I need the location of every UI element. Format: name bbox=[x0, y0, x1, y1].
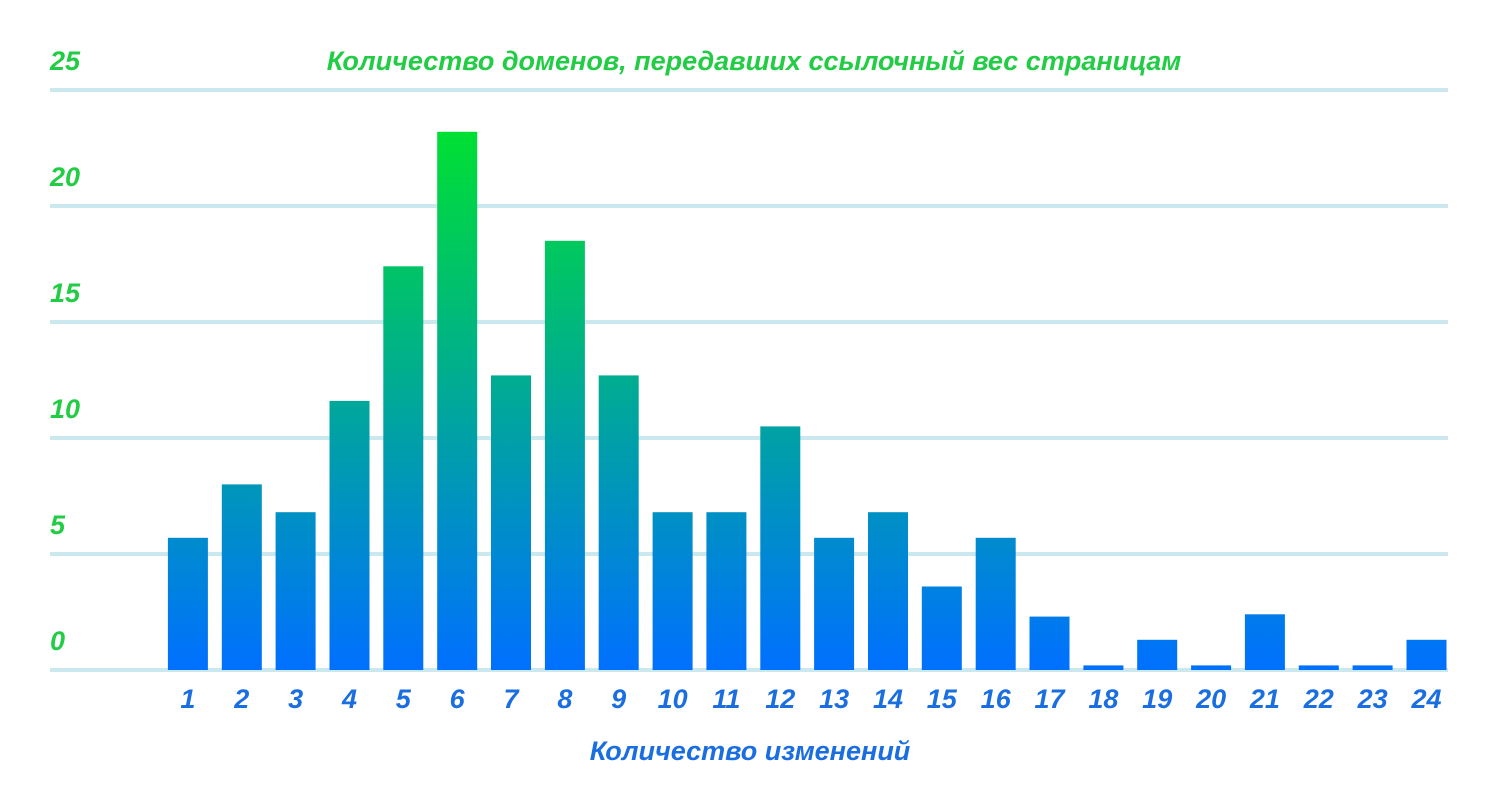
y-tick-label: 20 bbox=[49, 162, 80, 192]
x-tick-label: 23 bbox=[1357, 684, 1388, 714]
x-tick-label: 21 bbox=[1249, 684, 1280, 714]
bar-19 bbox=[1137, 639, 1178, 670]
x-tick-label: 12 bbox=[765, 684, 795, 714]
bar-16 bbox=[975, 537, 1016, 670]
x-tick-label: 11 bbox=[712, 684, 740, 714]
x-tick-label: 15 bbox=[927, 684, 958, 714]
bar-9 bbox=[598, 375, 639, 670]
bar-6 bbox=[437, 131, 478, 671]
x-tick-label: 4 bbox=[341, 684, 357, 714]
chart-title: Количество доменов, передавших ссылочный… bbox=[327, 46, 1181, 76]
x-tick-label: 10 bbox=[658, 684, 688, 714]
x-tick-label: 24 bbox=[1410, 684, 1441, 714]
bar-18 bbox=[1083, 665, 1124, 670]
x-tick-label: 13 bbox=[819, 684, 849, 714]
y-tick-label: 0 bbox=[50, 626, 65, 656]
bar-21 bbox=[1244, 614, 1285, 670]
bar-13 bbox=[814, 537, 855, 670]
bar-11 bbox=[706, 512, 747, 670]
y-tick-label: 5 bbox=[50, 510, 66, 540]
x-tick-label: 20 bbox=[1195, 684, 1226, 714]
bar-20 bbox=[1191, 665, 1232, 670]
bar-7 bbox=[491, 375, 531, 670]
x-tick-label: 3 bbox=[288, 684, 303, 714]
x-tick-label: 22 bbox=[1303, 684, 1334, 714]
x-axis-ticks: 1 2 3 4 5 6 7 8 9 10 11 12 13 14 15 16 17 18 19 20 21 22 23 24 bbox=[180, 684, 1441, 714]
x-tick-label: 19 bbox=[1142, 684, 1172, 714]
y-axis-ticks: 0 5 10 15 20 25 bbox=[49, 46, 81, 656]
x-axis-label: Количество изменений bbox=[590, 736, 911, 766]
x-tick-label: 7 bbox=[503, 684, 520, 714]
bars bbox=[167, 131, 1447, 671]
bar-3 bbox=[275, 512, 316, 670]
bar-5 bbox=[383, 266, 424, 670]
y-tick-label: 15 bbox=[50, 278, 81, 308]
x-tick-label: 9 bbox=[611, 684, 626, 714]
bar-4 bbox=[329, 400, 370, 670]
x-tick-label: 1 bbox=[180, 684, 195, 714]
x-tick-label: 18 bbox=[1088, 684, 1118, 714]
x-tick-label: 6 bbox=[450, 684, 466, 714]
y-tick-label: 25 bbox=[49, 46, 81, 76]
x-tick-label: 17 bbox=[1034, 684, 1066, 714]
x-tick-label: 14 bbox=[873, 684, 903, 714]
y-tick-label: 10 bbox=[50, 394, 80, 424]
x-tick-label: 8 bbox=[557, 684, 572, 714]
bar-24 bbox=[1406, 639, 1447, 670]
bar-10 bbox=[652, 512, 693, 670]
x-tick-label: 5 bbox=[396, 684, 412, 714]
x-tick-label: 2 bbox=[233, 684, 249, 714]
bar-8 bbox=[544, 240, 585, 671]
bar-1 bbox=[167, 537, 208, 670]
x-tick-label: 16 bbox=[981, 684, 1012, 714]
bar-12 bbox=[760, 426, 801, 670]
bar-17 bbox=[1029, 616, 1070, 670]
bar-2 bbox=[221, 484, 262, 670]
bar-14 bbox=[868, 512, 908, 670]
bar-23 bbox=[1352, 665, 1393, 670]
bar-15 bbox=[921, 586, 962, 670]
bar-22 bbox=[1298, 665, 1339, 670]
